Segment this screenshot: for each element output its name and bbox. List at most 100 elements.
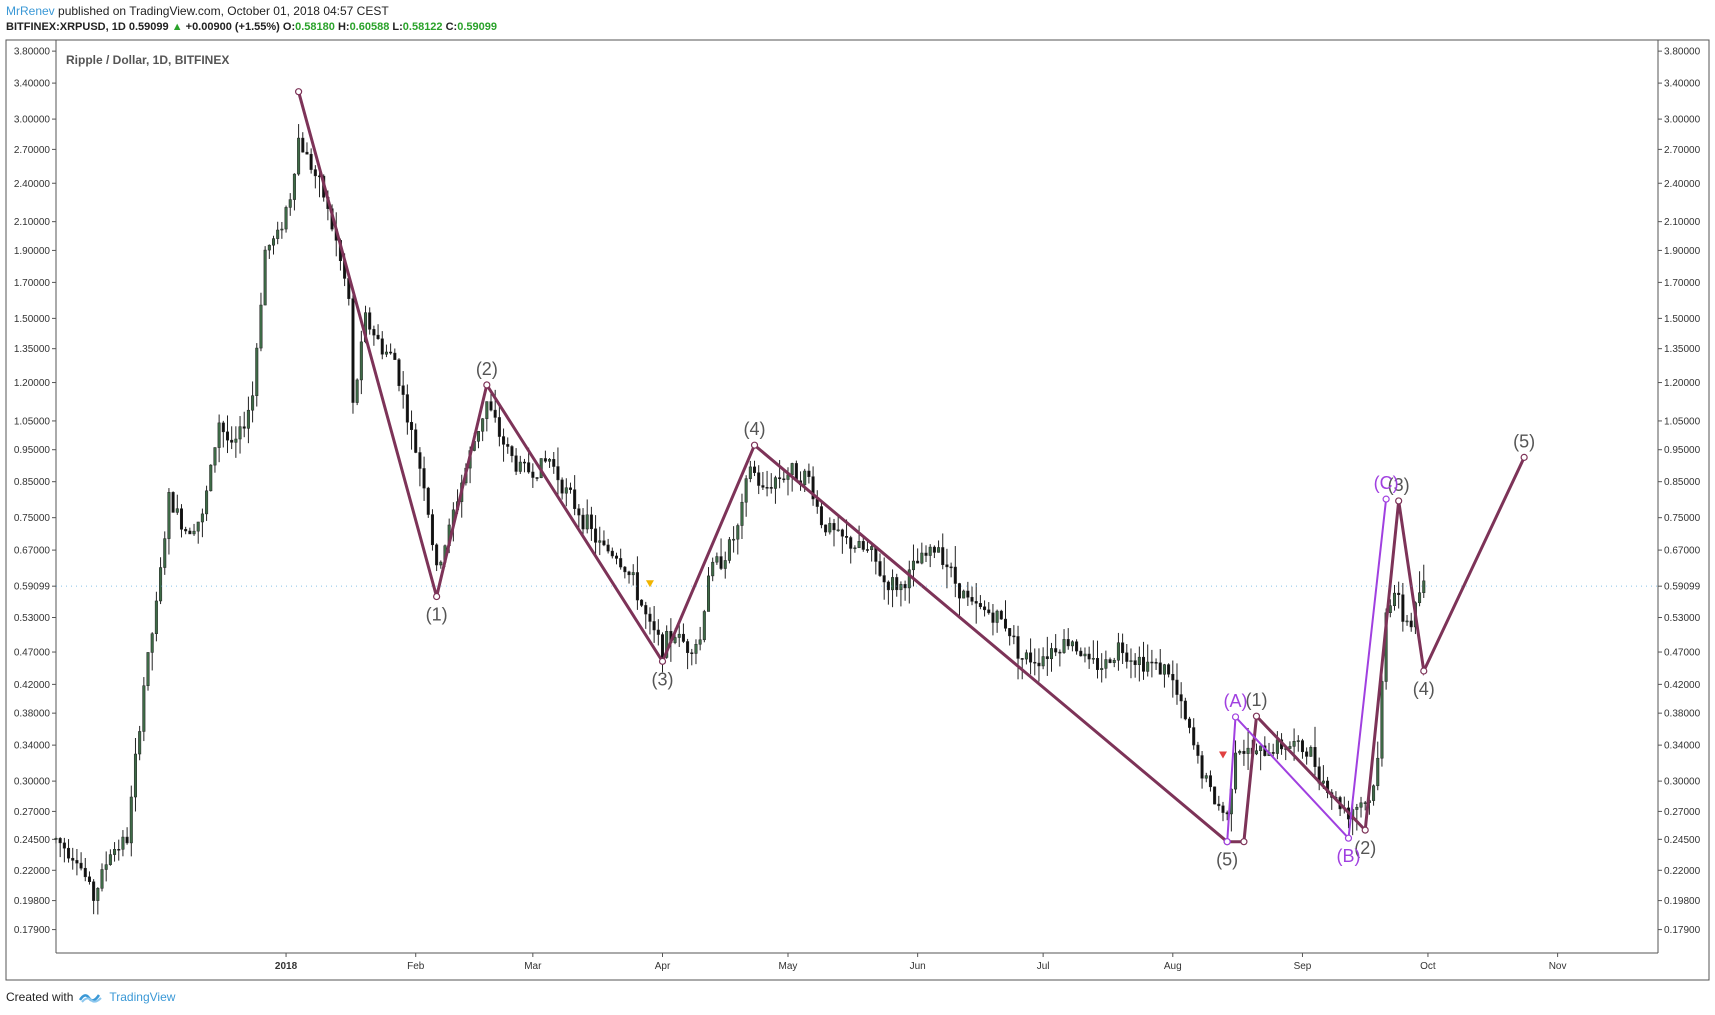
candle-body	[531, 471, 535, 478]
candle-body	[1242, 750, 1246, 754]
candle-body	[690, 652, 694, 654]
author-link[interactable]: MrRenev	[6, 4, 55, 18]
candle-body	[594, 528, 598, 543]
candle-body	[1121, 642, 1125, 654]
candle-body	[100, 869, 104, 889]
candle-body	[1225, 812, 1229, 815]
candle-body	[313, 169, 317, 177]
candle-body	[907, 569, 911, 589]
chart-frame	[5, 39, 1710, 981]
candle-body	[665, 631, 669, 658]
candle-body	[1363, 802, 1367, 804]
left-tick-label: 2.70000	[14, 145, 51, 156]
candle-body	[765, 487, 769, 489]
right-tick-label: 0.42000	[1664, 680, 1701, 691]
candle-body	[225, 431, 229, 441]
candle-body	[405, 394, 409, 423]
candle-body	[476, 431, 480, 442]
change-value: +0.00900 (+1.55%)	[185, 21, 280, 33]
candle-body	[870, 546, 874, 551]
candle-body	[1104, 659, 1108, 669]
high-value: 0.60588	[349, 21, 390, 33]
wave-pivot	[483, 381, 491, 389]
signal-triangle-icon	[645, 580, 654, 588]
candle-body	[711, 561, 715, 577]
candle-body	[1179, 694, 1183, 702]
candle-body	[1405, 620, 1409, 623]
candle-body	[184, 529, 188, 532]
candle-body	[75, 860, 79, 864]
tradingview-brand-link[interactable]: TradingView	[109, 990, 176, 1004]
candle-body	[1192, 727, 1196, 746]
candle-body	[271, 238, 276, 246]
left-tick-label: 0.53000	[14, 613, 51, 624]
candle-body	[1305, 751, 1309, 757]
candle-body	[589, 514, 593, 530]
left-tick-label: 1.70000	[14, 278, 51, 289]
right-tick-label: 1.70000	[1664, 278, 1701, 289]
candle-body	[1309, 747, 1313, 757]
candle-body	[368, 312, 372, 330]
right-tick-label: 0.24500	[1664, 835, 1701, 846]
candle-body	[518, 461, 522, 472]
right-tick-label: 0.53000	[1664, 613, 1701, 624]
candle-body	[853, 547, 857, 550]
candle-body	[376, 334, 380, 340]
candle-body	[150, 633, 154, 653]
high-label: H:	[337, 21, 350, 33]
candle-body	[991, 612, 995, 623]
candle-body	[1313, 747, 1317, 767]
candle-body	[221, 422, 225, 433]
candle-body	[1392, 592, 1396, 607]
left-tick-label: 0.22000	[14, 866, 51, 877]
wave-pivot	[1223, 838, 1231, 846]
candle-body	[895, 577, 899, 591]
candle-body	[1058, 651, 1062, 654]
candle-body	[1162, 664, 1166, 675]
candle-body	[1376, 757, 1380, 787]
candle-body	[142, 685, 146, 732]
candle-body	[941, 547, 945, 566]
candle-body	[1158, 662, 1162, 675]
publish-header: MrRenev published on TradingView.com, Oc…	[6, 3, 389, 19]
time-tick-label: Apr	[655, 961, 671, 972]
candle-body	[732, 538, 736, 541]
candle-body	[1397, 592, 1401, 595]
right-tick-label: 0.30000	[1664, 777, 1701, 788]
candle-body	[949, 566, 953, 569]
candle-body	[522, 461, 526, 464]
candle-body	[288, 199, 292, 208]
candle-body	[125, 836, 129, 844]
candle-body	[435, 544, 439, 566]
wave-pivot	[1361, 826, 1369, 834]
candle-body	[1020, 658, 1024, 660]
candle-body	[773, 477, 777, 489]
candle-body	[422, 468, 426, 489]
candle-body	[1083, 653, 1087, 657]
left-tick-label: 1.35000	[14, 344, 51, 355]
candle-body	[1234, 752, 1238, 790]
left-tick-label: 3.40000	[14, 79, 51, 90]
candle-body	[71, 857, 75, 861]
candle-body	[372, 329, 376, 336]
candle-body	[1372, 785, 1376, 801]
candle-body	[1003, 618, 1007, 629]
candle-body	[209, 464, 213, 492]
wave-pivot	[1240, 838, 1248, 846]
candle-body	[1418, 592, 1422, 604]
quote-line: BITFINEX:XRPUSD, 1D 0.59099 ▲ +0.00900 (…	[6, 21, 497, 33]
wave-label: (5)	[1513, 431, 1535, 451]
candle-body	[355, 379, 359, 403]
time-tick-label: Jun	[910, 961, 926, 972]
candle-body	[602, 540, 606, 546]
candle-body	[849, 537, 853, 549]
price-chart[interactable]: Ripple / Dollar, 1D, BITFINEX 3.80000 3.4…	[0, 0, 1715, 985]
right-tick-label: 3.80000	[1664, 47, 1701, 58]
candle-body	[410, 421, 414, 430]
candle-body	[489, 401, 493, 411]
last-price: 0.59099	[128, 21, 169, 33]
right-tick-label: 0.38000	[1664, 709, 1701, 720]
candle-body	[309, 153, 313, 170]
candle-body	[1041, 656, 1045, 667]
candle-body	[610, 550, 614, 557]
